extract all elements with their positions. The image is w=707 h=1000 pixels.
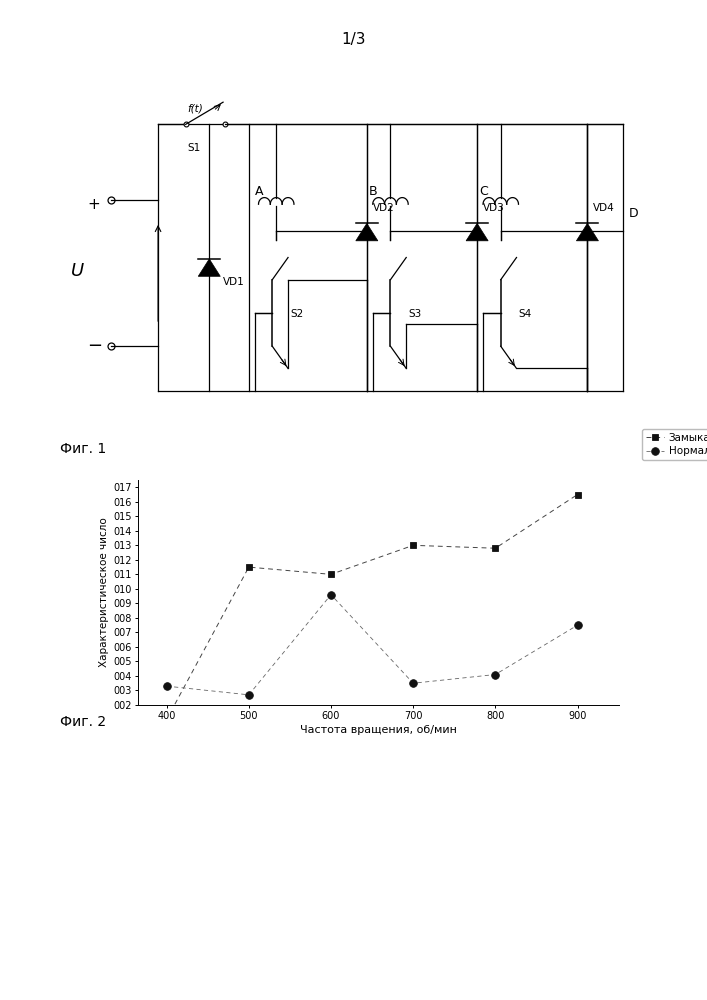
Нормальная работа <box>573 619 582 631</box>
Text: VD1: VD1 <box>223 277 245 287</box>
Замыкание <box>245 561 253 573</box>
Text: S1: S1 <box>187 143 201 153</box>
Line: Нормальная работа: Нормальная работа <box>163 591 581 699</box>
Нормальная работа <box>491 669 500 681</box>
Text: C: C <box>479 185 488 198</box>
Text: S4: S4 <box>518 309 532 319</box>
Legend: Замыкание, Нормальная работа: Замыкание, Нормальная работа <box>641 429 707 460</box>
Text: Фиг. 2: Фиг. 2 <box>60 715 106 729</box>
Text: S3: S3 <box>408 309 421 319</box>
Замыкание <box>409 539 417 551</box>
X-axis label: Частота вращения, об/мин: Частота вращения, об/мин <box>300 725 457 735</box>
Polygon shape <box>466 223 488 241</box>
Polygon shape <box>198 259 221 276</box>
Text: U: U <box>71 262 85 280</box>
Polygon shape <box>356 223 378 241</box>
Line: Замыкание: Замыкание <box>163 491 580 723</box>
Нормальная работа <box>409 677 417 689</box>
Text: f(t): f(t) <box>187 103 204 113</box>
Text: A: A <box>255 185 263 198</box>
Нормальная работа <box>163 680 171 692</box>
Text: VD4: VD4 <box>593 203 615 213</box>
Text: 1/3: 1/3 <box>341 32 366 47</box>
Нормальная работа <box>327 589 335 601</box>
Text: D: D <box>629 207 638 220</box>
Text: B: B <box>369 185 378 198</box>
Text: Фиг. 1: Фиг. 1 <box>60 442 106 456</box>
Замыкание <box>573 489 582 501</box>
Text: −: − <box>87 337 103 355</box>
Text: +: + <box>87 197 100 212</box>
Замыкание <box>327 568 335 580</box>
Text: VD2: VD2 <box>373 203 395 213</box>
Polygon shape <box>576 223 598 241</box>
Замыкание <box>491 542 500 554</box>
Y-axis label: Характеристическое число: Характеристическое число <box>99 518 109 667</box>
Замыкание <box>163 714 171 726</box>
Text: VD3: VD3 <box>483 203 505 213</box>
Нормальная работа <box>245 689 253 701</box>
Text: S2: S2 <box>290 309 303 319</box>
